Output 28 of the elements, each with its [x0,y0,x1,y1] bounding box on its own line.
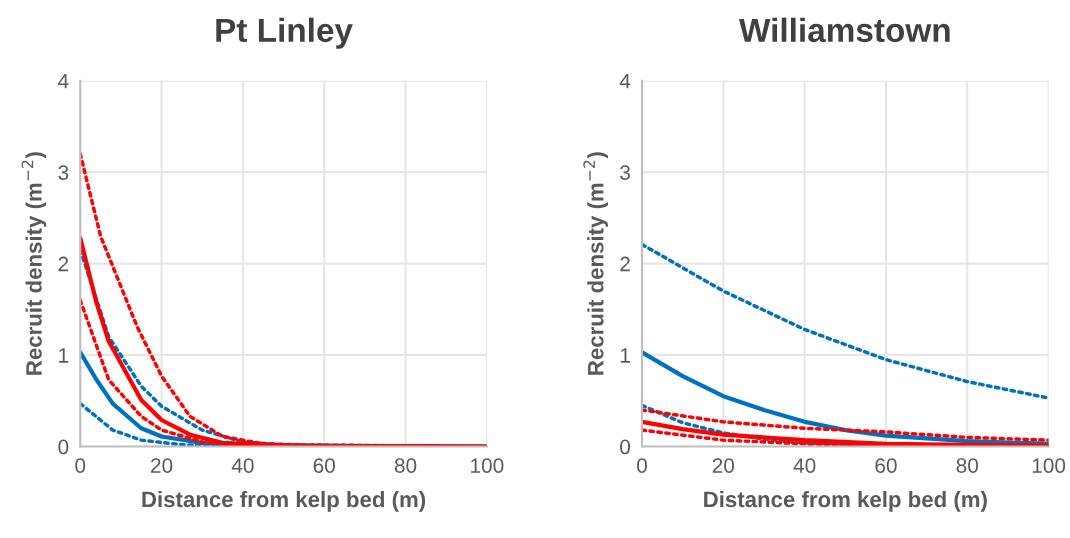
x-tick-label: 60 [875,458,897,473]
chart-title: Pt Linley [216,17,353,49]
y-tick-label: 3 [620,165,630,180]
x-tick-label: 100 [471,458,504,473]
x-tick-label: 0 [75,458,86,473]
x-tick-label: 0 [637,458,647,473]
y-tick-label: 4 [619,73,631,89]
y-tick-label: 0 [620,439,631,455]
x-axis-title: Distance from kelp bed (m) [142,490,426,512]
y-axis-title: Recruit density (m$^{−2}$) [583,152,608,375]
y-tick-label: 4 [58,73,69,89]
y-tick-label: 2 [58,256,69,272]
x-tick-label: 100 [1032,458,1066,473]
x-tick-label: 60 [313,458,335,473]
y-tick-label: 1 [59,348,69,363]
y-tick-label: 3 [58,165,69,180]
x-tick-label: 80 [394,458,417,473]
y-tick-label: 2 [620,256,630,272]
y-axis-title: Recruit density (m$^{−2}$) [21,152,47,375]
y-tick-label: 0 [58,439,69,455]
x-tick-label: 40 [793,458,816,473]
y-tick-label: 1 [620,348,630,363]
chart-title: Williamstown [739,17,950,43]
x-axis-title: Distance from kelp bed (m) [704,490,987,512]
x-tick-label: 20 [151,458,173,473]
x-tick-label: 80 [956,458,979,473]
x-tick-label: 40 [231,458,254,473]
x-tick-label: 20 [712,458,735,473]
